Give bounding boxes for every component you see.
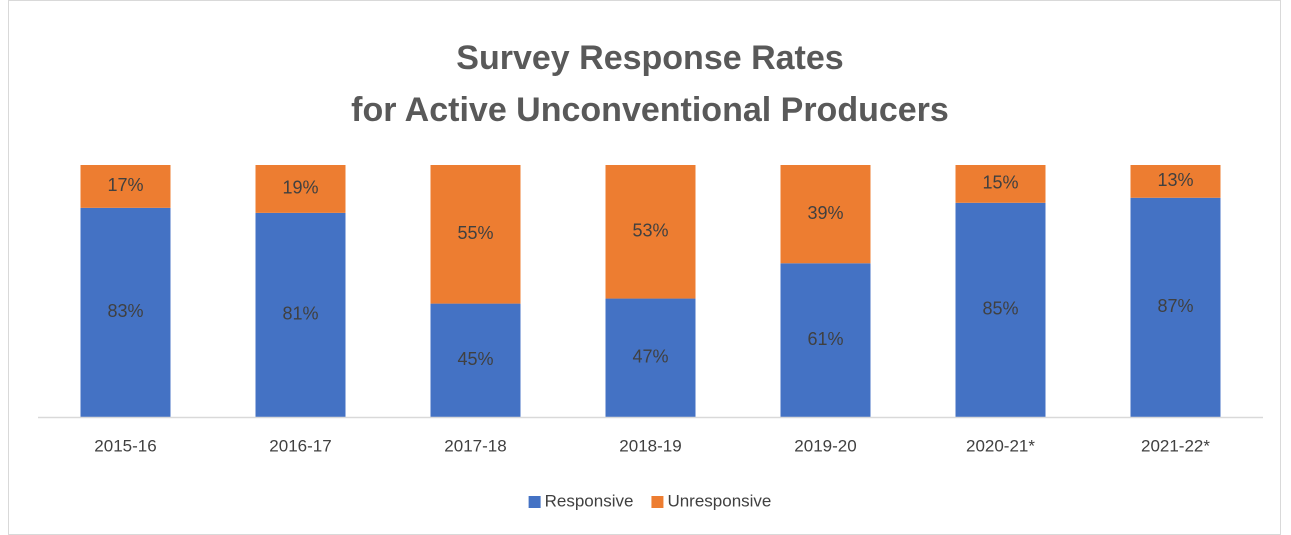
data-label: 47% <box>632 347 668 367</box>
x-tick-label: 2016-17 <box>269 436 331 455</box>
x-tick-label: 2020-21* <box>966 436 1035 455</box>
chart-title: for Active Unconventional Producers <box>351 91 949 129</box>
data-label: 85% <box>982 299 1018 319</box>
bar-segment <box>955 165 1046 203</box>
bar-segment <box>605 165 696 299</box>
legend-label: Unresponsive <box>667 491 771 510</box>
x-tick-label: 2018-19 <box>619 436 681 455</box>
data-label: 87% <box>1157 296 1193 316</box>
bar-segment <box>430 303 521 417</box>
bar-segment <box>1130 165 1221 198</box>
data-label: 61% <box>807 329 843 349</box>
bar-segment <box>955 202 1046 417</box>
x-tick-label: 2019-20 <box>794 436 856 455</box>
bar-segment <box>605 298 696 417</box>
bar-segment <box>80 165 171 208</box>
bar-segment <box>430 165 521 304</box>
bar-segment <box>80 207 171 417</box>
data-label: 15% <box>982 173 1018 193</box>
data-label: 19% <box>282 178 318 198</box>
bar-segment <box>780 263 871 417</box>
legend-label: Responsive <box>545 491 634 510</box>
bar-segment <box>780 165 871 264</box>
data-label: 83% <box>107 301 143 321</box>
legend-swatch <box>651 496 664 508</box>
data-label: 55% <box>457 223 493 243</box>
data-label: 45% <box>457 349 493 369</box>
legend-swatch <box>528 496 541 508</box>
data-label: 17% <box>107 175 143 195</box>
data-label: 81% <box>282 304 318 324</box>
x-tick-label: 2021-22* <box>1141 436 1210 455</box>
data-label: 39% <box>807 203 843 223</box>
x-tick-label: 2017-18 <box>444 436 506 455</box>
bar-segment <box>255 212 346 417</box>
bar-segment <box>255 165 346 213</box>
bar-segment <box>1130 197 1221 417</box>
data-label: 53% <box>632 221 668 241</box>
data-label: 13% <box>1157 170 1193 190</box>
x-tick-label: 2015-16 <box>94 436 156 455</box>
chart-title: Survey Response Rates <box>456 39 843 77</box>
